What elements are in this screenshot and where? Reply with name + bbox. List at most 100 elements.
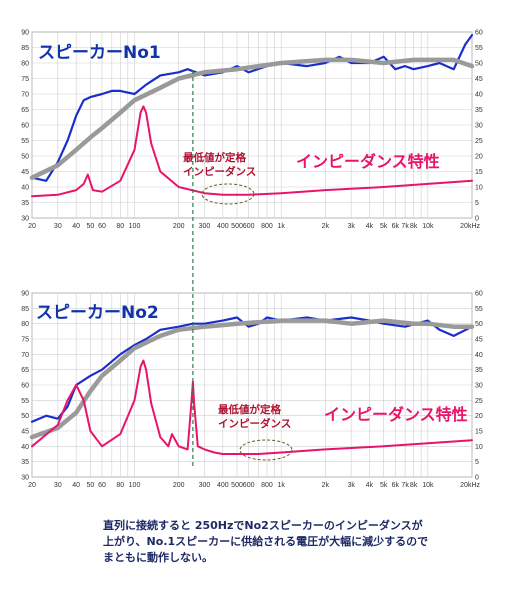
x-tick-label: 4k — [366, 223, 374, 230]
annotation-line-2: インピーダンス — [218, 417, 291, 430]
y-left-tick-label: 45 — [21, 429, 29, 436]
y-left-tick-label: 50 — [21, 154, 29, 161]
annotation-line-1: 最低値が定格 — [218, 403, 281, 416]
x-tick-label: 3k — [347, 223, 355, 230]
y-left-tick-label: 40 — [21, 444, 29, 451]
frequency-response-line — [30, 316, 474, 423]
y-right-tick-label: 50 — [475, 321, 483, 328]
y-right-tick-label: 25 — [475, 398, 483, 405]
y-left-tick-label: 30 — [21, 216, 29, 223]
y-left-tick-label: 65 — [21, 367, 29, 374]
x-tick-label: 200 — [173, 482, 185, 489]
x-tick-label: 8k — [410, 482, 418, 489]
x-tick-label: 3k — [347, 482, 355, 489]
y-right-tick-label: 10 — [475, 444, 483, 451]
x-tick-label: 60 — [98, 482, 106, 489]
y-left-tick-label: 75 — [21, 76, 29, 83]
y-right-tick-label: 35 — [475, 367, 483, 374]
reference-series-line — [29, 318, 475, 440]
x-tick-label: 400 — [217, 223, 229, 230]
x-tick-label: 300 — [199, 482, 211, 489]
y-left-tick-label: 35 — [21, 459, 29, 466]
x-tick-label: 6k — [392, 482, 400, 489]
impedance-series-line — [31, 359, 473, 455]
y-right-tick-label: 60 — [475, 291, 483, 298]
speaker-title: スピーカーNo1 — [38, 43, 161, 63]
x-tick-label: 800 — [261, 482, 273, 489]
impedance-label: インピーダンス特性 — [324, 405, 468, 424]
y-left-tick-label: 30 — [21, 475, 29, 482]
y-left-tick-label: 80 — [21, 321, 29, 328]
y-right-tick-label: 45 — [475, 337, 483, 344]
y-left-tick-label: 55 — [21, 398, 29, 405]
x-tick-label: 80 — [116, 482, 124, 489]
x-tick-label: 80 — [116, 223, 124, 230]
x-tick-label: 60 — [98, 223, 106, 230]
y-right-tick-label: 10 — [475, 185, 483, 192]
x-tick-label: 400 — [217, 482, 229, 489]
y-right-tick-label: 20 — [475, 154, 483, 161]
y-right-tick-label: 30 — [475, 383, 483, 390]
x-tick-label: 4k — [366, 482, 374, 489]
grid — [31, 31, 473, 219]
y-right-tick-label: 25 — [475, 138, 483, 145]
x-tick-label: 300 — [199, 223, 211, 230]
x-tick-label: 2k — [322, 482, 330, 489]
minimum-marker-ellipse — [201, 183, 255, 205]
annotation-line-1: 最低値が定格 — [183, 151, 246, 164]
caption-line-3: まともに動作しない。 — [103, 551, 213, 564]
y-right-tick-label: 45 — [475, 76, 483, 83]
y-right-tick-label: 40 — [475, 352, 483, 359]
caption-line-2: 上がり、No.1スピーカーに供給される電圧が大幅に減少するので — [103, 535, 429, 548]
x-tick-label: 500 — [231, 223, 243, 230]
chart-panel-1: 30 35 40 45 50 55 60 65 70 75 80 85 90 0 5 10 15 20 25 30 35… — [21, 30, 483, 231]
impedance-series-line — [31, 105, 473, 198]
x-tick-label: 40 — [72, 223, 80, 230]
y-left-tick-label: 50 — [21, 413, 29, 420]
x-tick-label: 5k — [380, 223, 388, 230]
x-tick-label: 7k — [401, 482, 409, 489]
y-right-tick-label: 15 — [475, 169, 483, 176]
y-left-tick-label: 45 — [21, 169, 29, 176]
frequency-response-line — [30, 33, 474, 182]
x-tick-label: 200 — [173, 223, 185, 230]
x-tick-label: 20 — [28, 482, 36, 489]
caption: 直列に接続すると 250HzでNo2スピーカーのインピーダンスが 上がり、No.… — [103, 518, 503, 566]
y-left-tick-label: 90 — [21, 30, 29, 37]
y-right-tick-label: 60 — [475, 30, 483, 37]
y-left-tick-label: 60 — [21, 123, 29, 130]
annotation-line-2: インピーダンス — [183, 165, 256, 178]
y-right-tick-label: 55 — [475, 45, 483, 52]
y-right-tick-label: 20 — [475, 413, 483, 420]
x-tick-label: 8k — [410, 223, 418, 230]
x-tick-label: 30 — [54, 223, 62, 230]
y-right-tick-label: 30 — [475, 123, 483, 130]
x-tick-label: 10k — [422, 223, 434, 230]
x-tick-label: 600 — [243, 223, 255, 230]
y-left-tick-label: 70 — [21, 92, 29, 99]
chart-panel-2: 30 35 40 45 50 55 60 65 70 75 80 85 90 0 5 10 15 20 25 30 35… — [21, 291, 483, 490]
impedance-label: インピーダンス特性 — [296, 152, 440, 171]
y-right-tick-label: 0 — [475, 475, 479, 482]
y-left-tick-label: 75 — [21, 337, 29, 344]
x-tick-label: 600 — [243, 482, 255, 489]
x-tick-label: 10k — [422, 482, 434, 489]
x-tick-label: 100 — [129, 482, 141, 489]
x-tick-label: 20kHz — [460, 223, 480, 230]
x-tick-label: 50 — [86, 223, 94, 230]
x-tick-label: 1k — [277, 223, 285, 230]
x-tick-label: 20kHz — [460, 482, 480, 489]
reference-series-line — [29, 57, 475, 180]
x-tick-label: 2k — [322, 223, 330, 230]
y-right-tick-label: 40 — [475, 92, 483, 99]
x-tick-label: 50 — [86, 482, 94, 489]
x-tick-label: 1k — [277, 482, 285, 489]
y-left-tick-label: 65 — [21, 107, 29, 114]
x-tick-label: 5k — [380, 482, 388, 489]
minimum-marker-ellipse — [239, 439, 293, 461]
x-tick-label: 100 — [129, 223, 141, 230]
y-left-tick-label: 70 — [21, 352, 29, 359]
y-left-tick-label: 60 — [21, 383, 29, 390]
x-tick-label: 30 — [54, 482, 62, 489]
